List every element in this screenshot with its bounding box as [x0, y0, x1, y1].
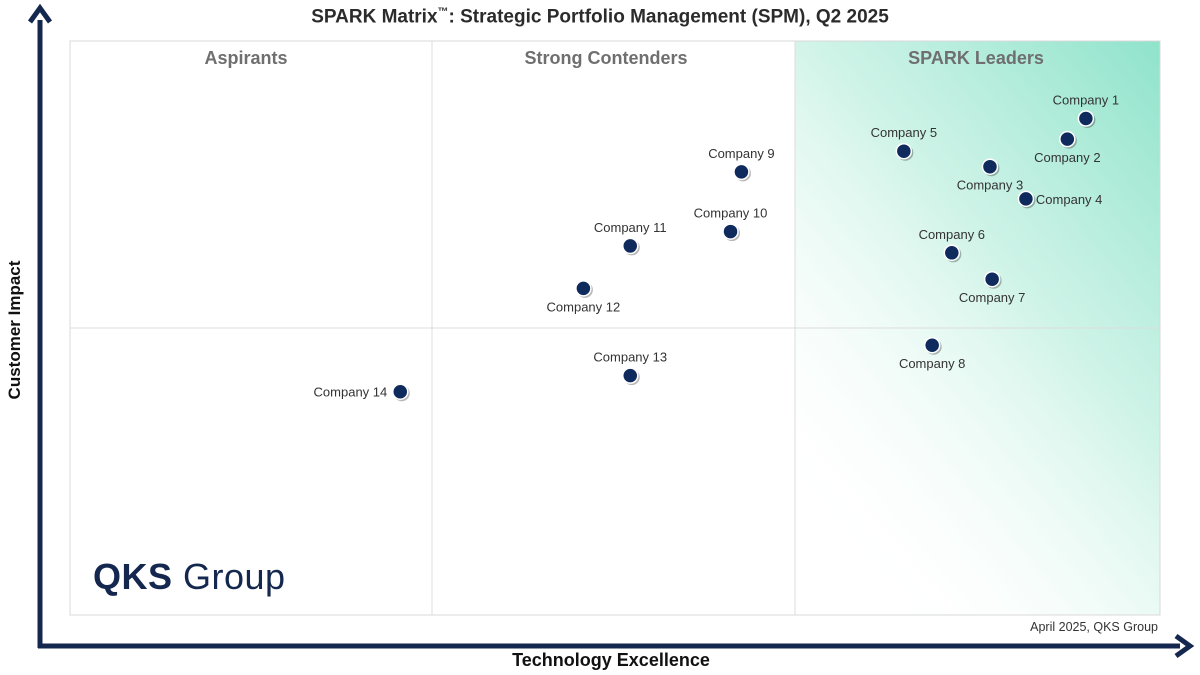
- point-company-12: Company 12: [547, 280, 621, 314]
- point-marker: [943, 244, 961, 262]
- logo-text-rest: Group: [172, 556, 286, 597]
- point-marker: [622, 237, 639, 255]
- date-credit: April 2025, QKS Group: [1030, 620, 1158, 634]
- quadrant-label-strong-contenders: Strong Contenders: [524, 48, 687, 68]
- point-marker: [575, 280, 592, 297]
- quadrant-label-spark-leaders: SPARK Leaders: [908, 48, 1044, 68]
- point-label: Company 12: [547, 299, 621, 314]
- point-label: Company 13: [593, 350, 667, 365]
- point-marker: [1077, 110, 1095, 127]
- point-company-1: Company 1: [1053, 92, 1119, 128]
- point-company-14: Company 14: [314, 383, 410, 402]
- point-company-13: Company 13: [593, 350, 667, 386]
- point-label: Company 7: [959, 290, 1025, 305]
- point-marker: [983, 270, 1001, 288]
- quadrant-label-aspirants: Aspirants: [204, 48, 287, 68]
- point-marker: [895, 142, 913, 160]
- x-axis-arrowhead: [1174, 633, 1195, 659]
- title-trademark: ™: [437, 6, 449, 18]
- title-rest: : Strategic Portfolio Management (SPM), …: [448, 6, 889, 28]
- point-label: Company 8: [899, 356, 965, 371]
- point-marker: [392, 383, 409, 400]
- point-company-6: Company 6: [919, 227, 985, 263]
- point-label: Company 9: [708, 146, 774, 161]
- y-axis-label: Customer Impact: [5, 260, 24, 400]
- point-company-7: Company 7: [959, 270, 1025, 305]
- point-marker: [733, 163, 750, 181]
- point-label: Company 5: [871, 125, 937, 140]
- point-company-5: Company 5: [871, 125, 937, 161]
- point-marker: [622, 367, 639, 384]
- logo-text-bold: QKS: [93, 556, 173, 597]
- x-axis-label: Technology Excellence: [512, 650, 710, 670]
- point-marker: [1059, 130, 1076, 148]
- point-label: Company 14: [314, 385, 388, 400]
- title-main: SPARK Matrix: [311, 6, 438, 28]
- point-label: Company 1: [1053, 92, 1119, 107]
- point-marker: [1017, 190, 1035, 208]
- y-axis-arrowhead: [27, 3, 53, 24]
- point-company-2: Company 2: [1034, 130, 1101, 165]
- point-label: Company 11: [594, 220, 667, 235]
- point-company-11: Company 11: [594, 220, 667, 256]
- point-marker: [923, 336, 941, 354]
- point-label: Company 10: [694, 206, 768, 221]
- point-marker: [981, 158, 999, 175]
- point-label: Company 6: [919, 227, 985, 242]
- point-label: Company 3: [957, 178, 1023, 193]
- point-company-3: Company 3: [957, 158, 1023, 193]
- chart-title: SPARK Matrix™: Strategic Portfolio Manag…: [0, 6, 1200, 28]
- qks-group-logo: QKS Group: [93, 556, 286, 598]
- point-company-10: Company 10: [694, 206, 768, 242]
- point-company-4: Company 4: [1017, 190, 1102, 209]
- point-label: Company 4: [1036, 192, 1102, 207]
- point-marker: [722, 223, 739, 240]
- point-label: Company 2: [1034, 150, 1100, 165]
- point-company-9: Company 9: [708, 146, 775, 182]
- data-points: Company 1 Company 2 Company 3 Company 4 Comp…: [314, 92, 1119, 402]
- point-company-8: Company 8: [899, 336, 965, 371]
